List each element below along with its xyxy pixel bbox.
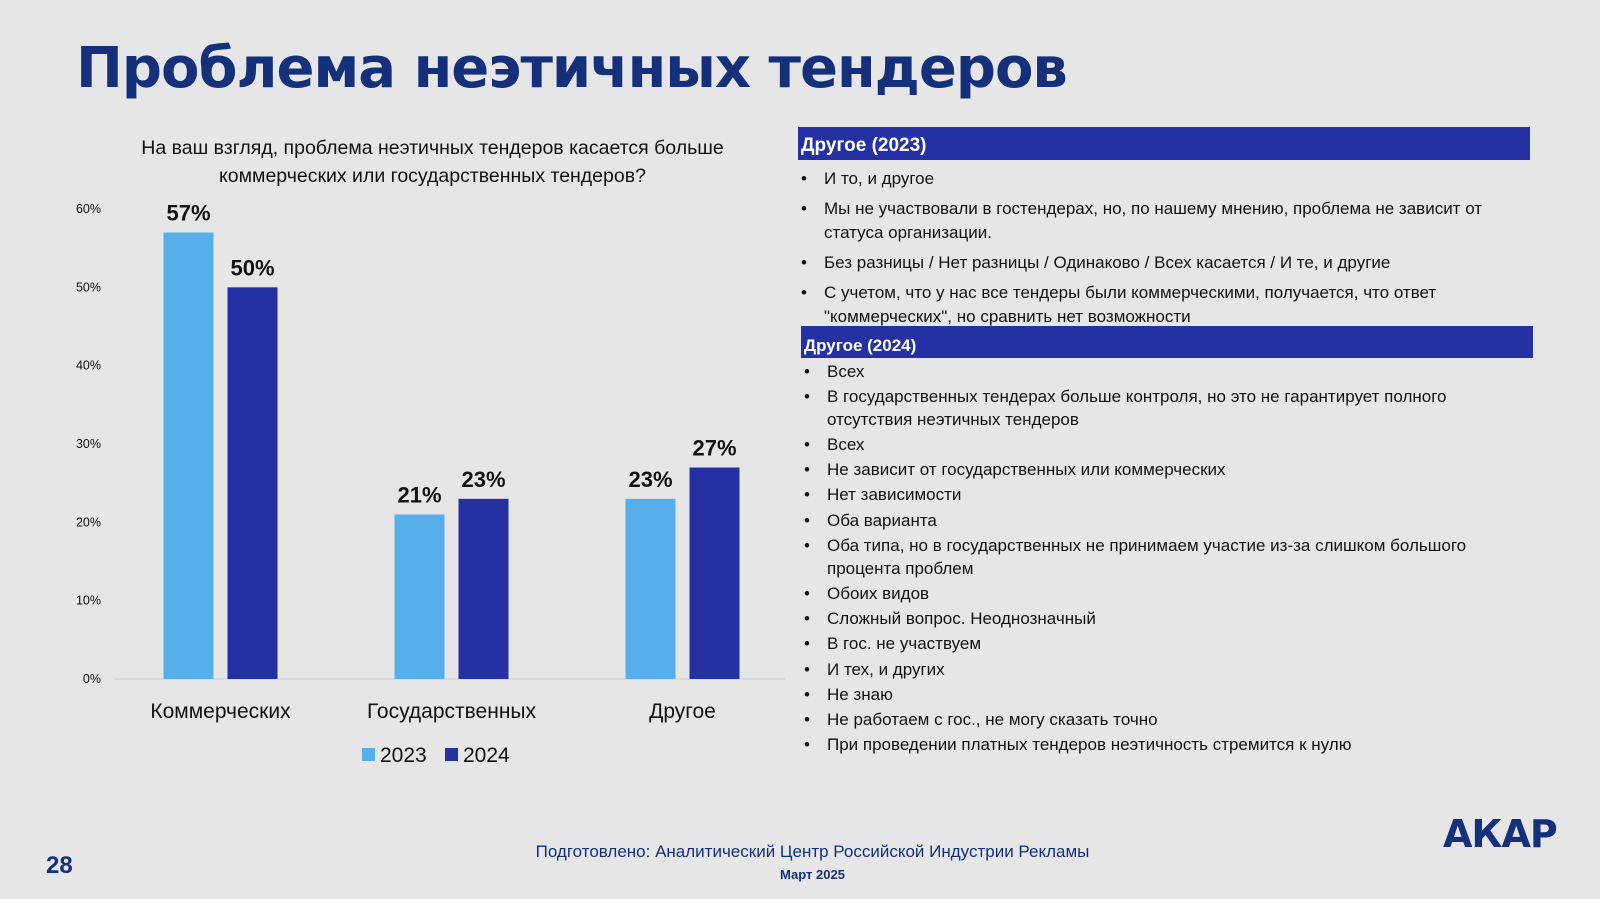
list-item: При проведении платных тендеров неэтично… (801, 733, 1533, 757)
list-item: В гос. не участвуем (801, 632, 1533, 656)
data-label: 23% (461, 467, 505, 492)
bars: 57% 50% 21% 23% 23% 27% (163, 201, 740, 679)
akar-logo: АКАР (1443, 812, 1558, 856)
list-item: Мы не участвовали в гостендерах, но, по … (798, 197, 1530, 245)
y-tick-label: 10% (76, 594, 101, 608)
data-label: 57% (166, 201, 210, 226)
y-tick-label: 60% (76, 202, 101, 216)
bar (689, 467, 740, 679)
slide-title: Проблема неэтичных тендеров (76, 36, 1068, 101)
legend-label: 2024 (463, 744, 510, 767)
data-label: 23% (628, 467, 672, 492)
list-item: Нет зависимости (801, 483, 1533, 507)
panel-other-2023-title: Другое (2023) (798, 127, 1530, 160)
list-item: Обоих видов (801, 582, 1533, 606)
y-tick-label: 20% (76, 515, 101, 529)
list-item: С учетом, что у нас все тендеры были ком… (798, 281, 1530, 329)
legend-label: 2023 (380, 744, 427, 767)
y-tick-label: 0% (83, 672, 101, 686)
list-item: Не зависит от государственных или коммер… (801, 458, 1533, 482)
panel-other-2023-list: И то, и другое Мы не участвовали в гостен… (798, 160, 1530, 329)
bar-chart: 0%10%20%30%40%50%60% 57%50%21%23% 23%27% … (76, 201, 785, 767)
data-label: 21% (397, 483, 441, 508)
bar (227, 287, 278, 679)
list-item: Оба варианта (801, 509, 1533, 533)
page-number: 28 (46, 852, 73, 879)
list-item: Без разницы / Нет разницы / Одинаково / … (798, 251, 1530, 275)
list-item: Всех (801, 433, 1533, 457)
x-tick-label: Другое (649, 700, 716, 723)
list-item: Сложный вопрос. Неоднозначный (801, 607, 1533, 631)
list-item: И тех, и других (801, 658, 1533, 682)
footer-date: Март 2025 (780, 867, 845, 882)
data-label: 27% (692, 436, 736, 461)
legend: 2023 2024 (362, 744, 510, 767)
bar (625, 498, 676, 679)
chart-title: На ваш взгляд, проблема неэтичных тендер… (141, 137, 724, 187)
list-item: В государственных тендерах больше контро… (801, 385, 1533, 432)
panel-other-2024: Другое (2024) ВсехВ государственных тенд… (801, 326, 1533, 756)
x-axis: Коммерческих Государственных Другое (150, 700, 715, 723)
y-tick-label: 30% (76, 437, 101, 451)
panel-other-2023: Другое (2023) И то, и другое Мы не участв… (798, 127, 1530, 329)
y-axis: 0% 10% 20% 30% 40% 50% 60% (76, 202, 101, 686)
footer-source: Подготовлено: Аналитический Центр Россий… (535, 842, 1090, 861)
x-tick-label: Коммерческих (150, 700, 291, 723)
list-item: Не работаем с гос., не могу сказать точн… (801, 708, 1533, 732)
data-label: 50% (230, 255, 274, 280)
x-tick-label: Государственных (367, 700, 537, 723)
bar (458, 498, 509, 679)
panel-other-2024-list: ВсехВ государственных тендерах больше ко… (801, 360, 1533, 757)
panel-other-2024-title: Другое (2024) (801, 326, 1533, 358)
legend-swatch (362, 748, 375, 761)
list-item: Всех (801, 360, 1533, 384)
bar (163, 232, 214, 679)
bar (394, 514, 445, 679)
y-tick-label: 50% (76, 280, 101, 294)
list-item: Не знаю (801, 683, 1533, 707)
y-tick-label: 40% (76, 359, 101, 373)
list-item: И то, и другое (798, 167, 1530, 191)
list-item: Оба типа, но в государственных не приним… (801, 534, 1533, 581)
legend-swatch (445, 748, 458, 761)
